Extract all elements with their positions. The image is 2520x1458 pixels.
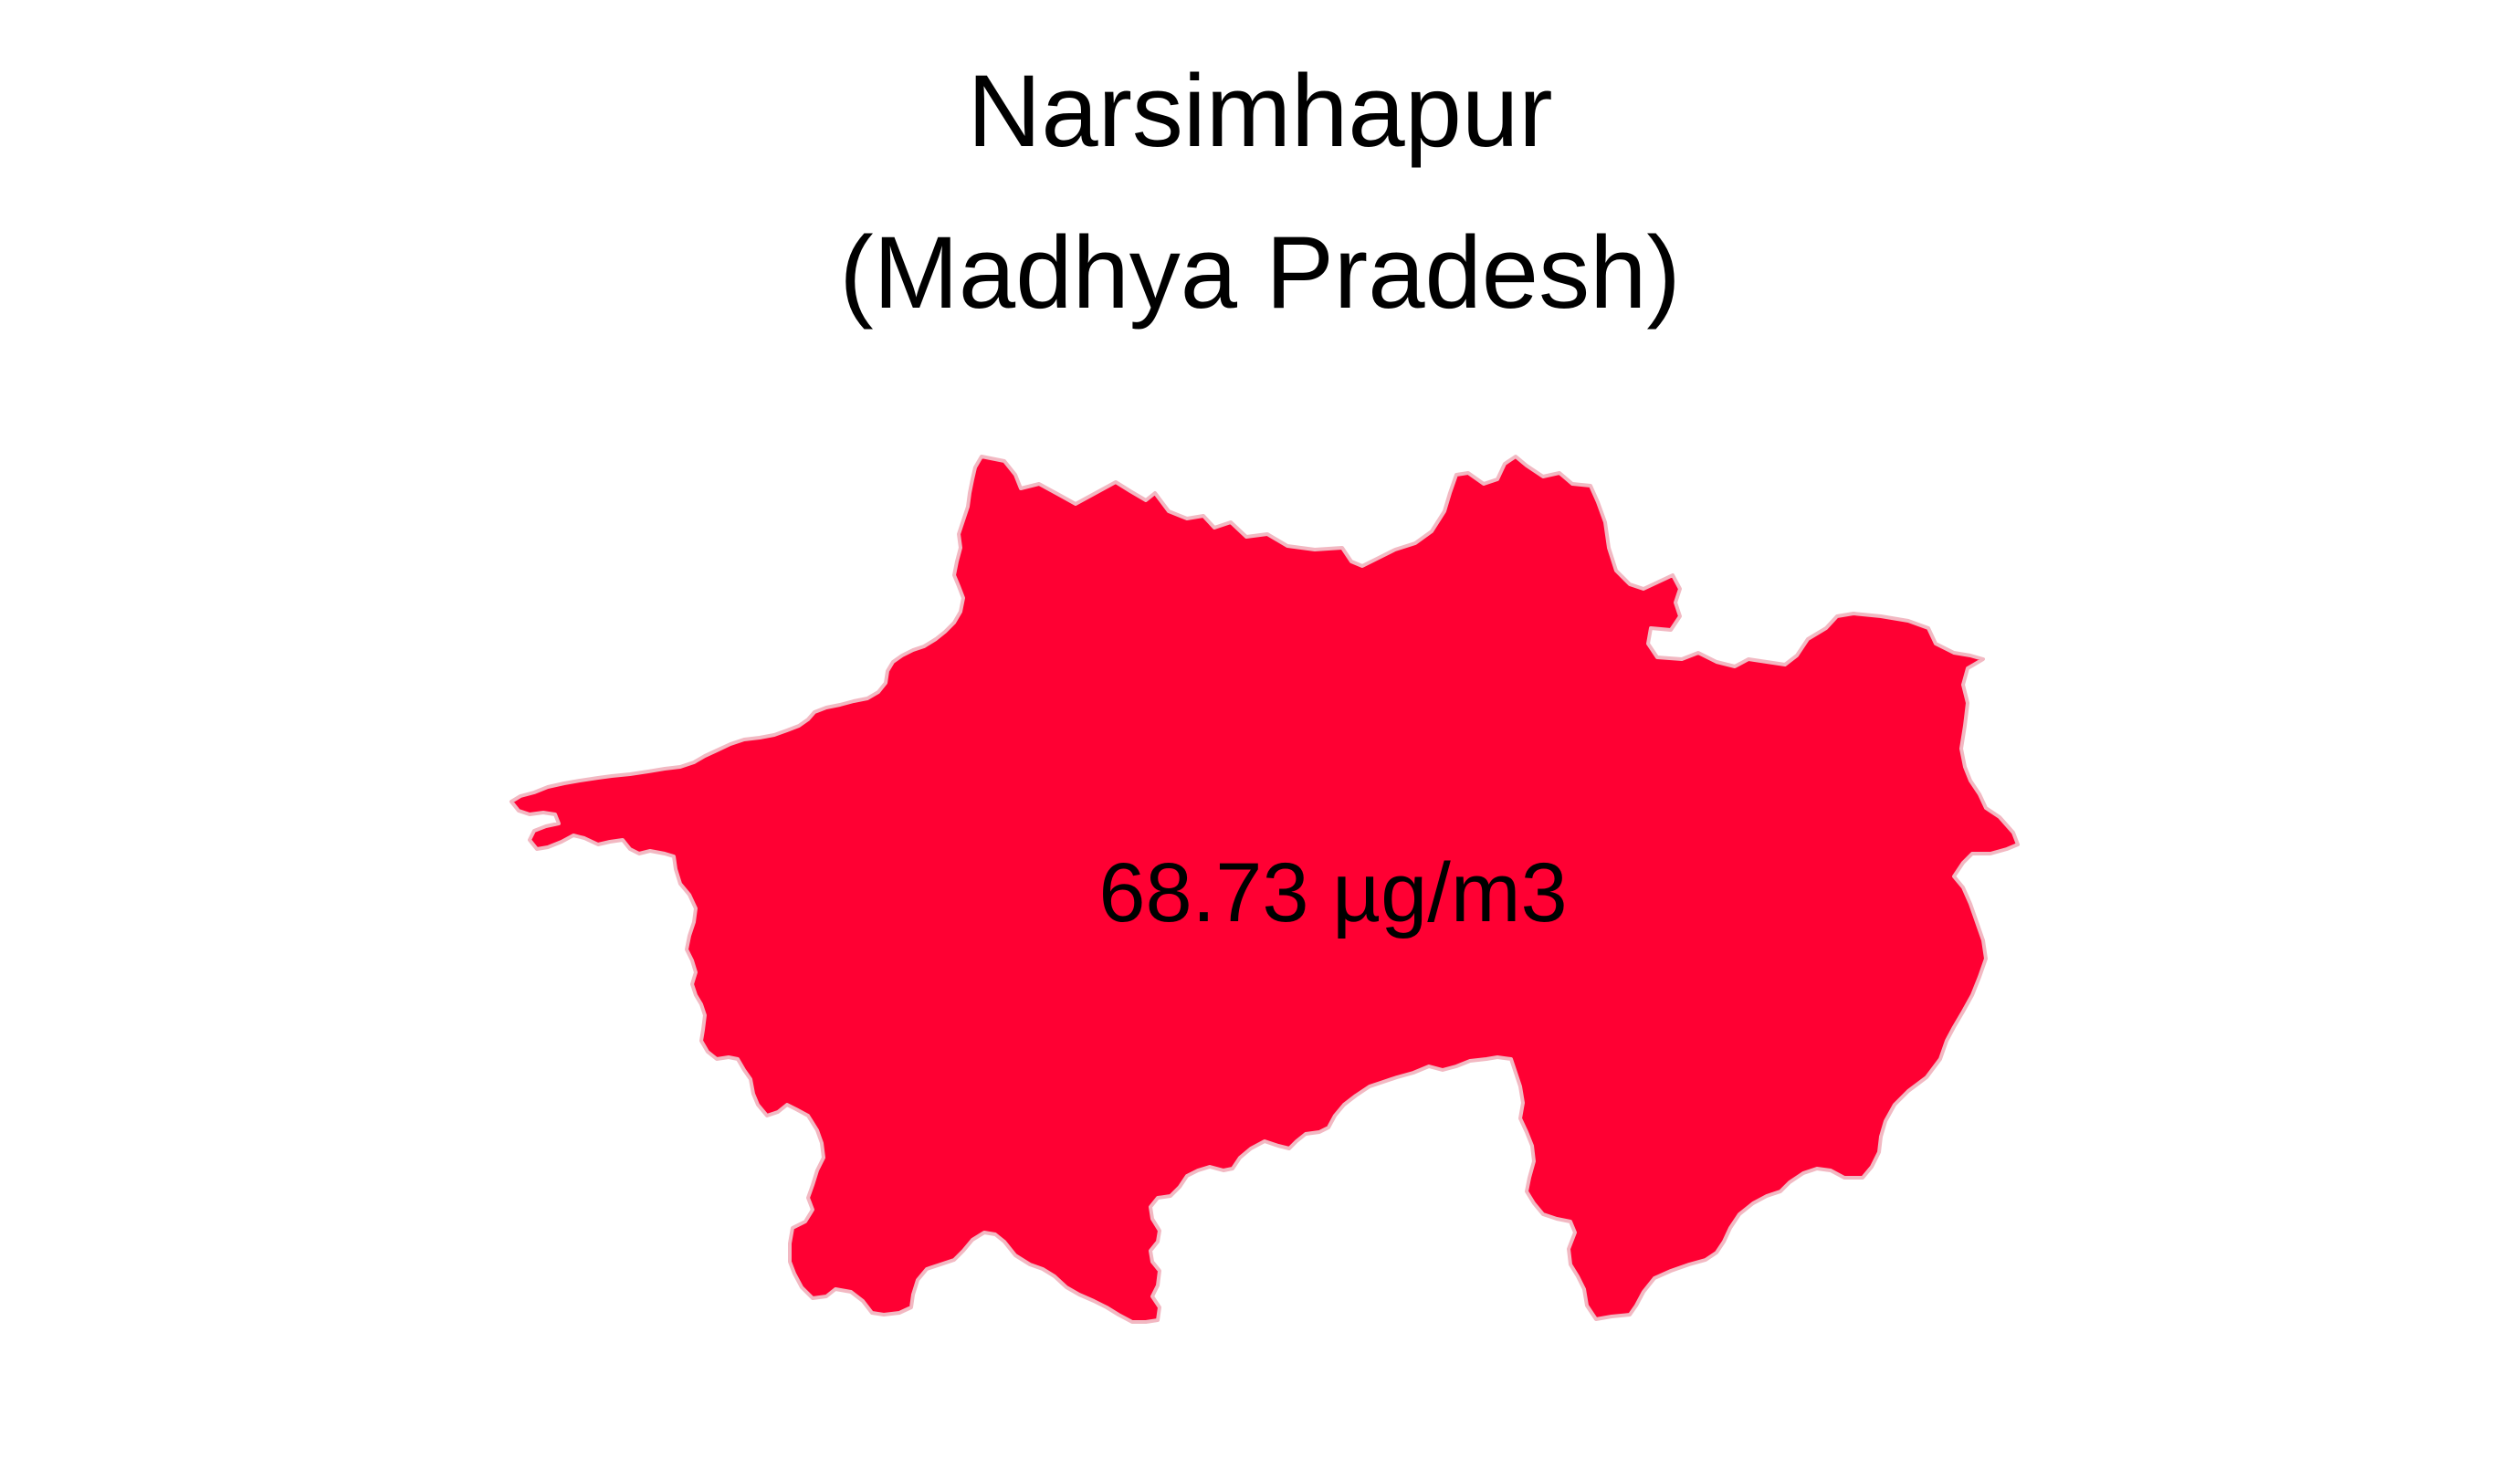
district-shape [509, 455, 2020, 1324]
map-title: Narsimhapur [967, 54, 1553, 168]
pollution-value-label: 68.73 µg/m3 [1098, 846, 1568, 939]
map-subtitle: (Madhya Pradesh) [839, 215, 1681, 330]
